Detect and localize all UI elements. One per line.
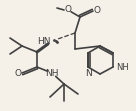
- Text: O: O: [15, 68, 21, 77]
- Text: HN: HN: [38, 37, 51, 46]
- Text: N: N: [85, 69, 91, 78]
- Text: NH: NH: [116, 63, 129, 72]
- Text: O: O: [64, 6, 72, 15]
- Text: NH: NH: [45, 68, 59, 77]
- Text: O: O: [94, 7, 101, 16]
